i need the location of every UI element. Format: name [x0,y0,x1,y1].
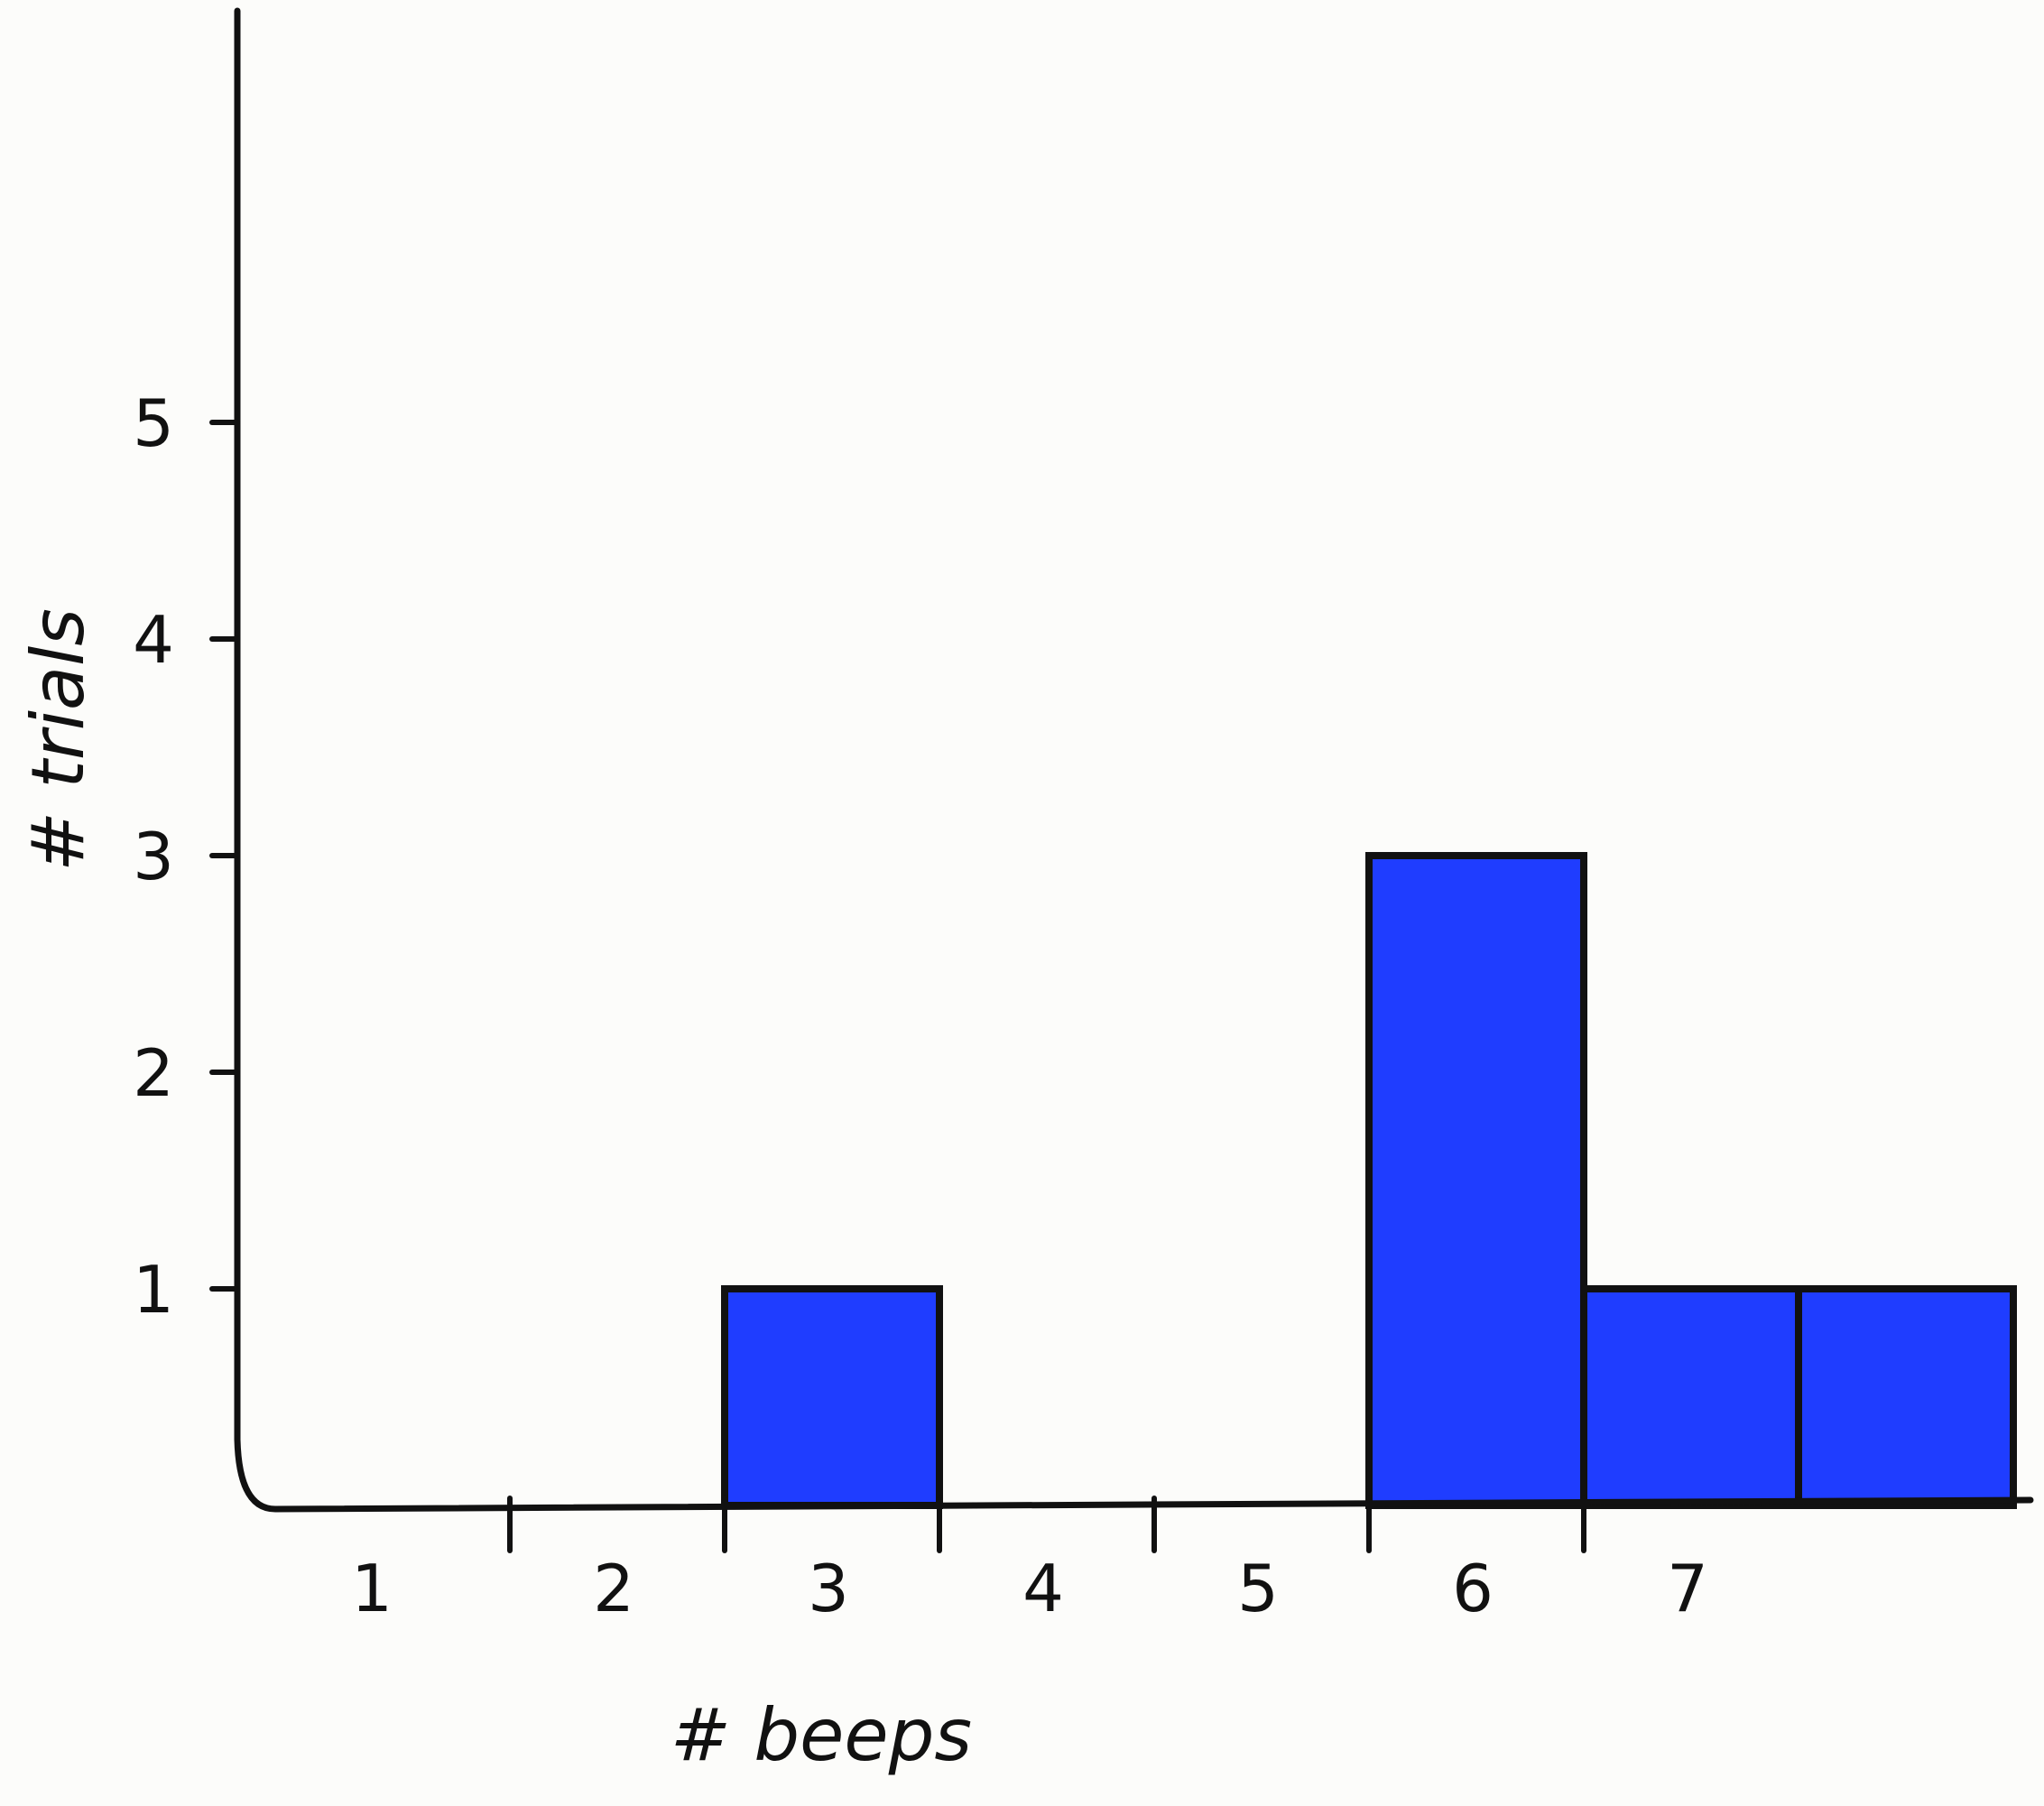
x-tick-label-6: 6 [1452,1551,1494,1626]
x-tick-label-2: 2 [593,1551,634,1626]
x-tick-label-1: 1 [351,1551,393,1626]
axes [234,7,2034,1513]
bar-6 [1580,1285,1802,1509]
x-tick-label-7: 7 [1667,1551,1708,1626]
y-axis-label: # trials [16,608,100,872]
bar-2 [721,1285,943,1509]
x-tick-label-4: 4 [1022,1551,1064,1626]
x-tick-label-3: 3 [808,1551,849,1626]
y-tick-label-4: 4 [133,602,174,678]
y-tick-label-1: 1 [133,1252,174,1328]
x-axis-label: # beeps [671,1693,972,1777]
y-tick-label-5: 5 [133,385,174,461]
y-tick-label-3: 3 [133,819,174,894]
bars-group [721,852,2017,1509]
bar-7 [1795,1285,2017,1509]
bar-5 [1365,852,1587,1509]
x-tick-label-5: 5 [1237,1551,1279,1626]
y-axis-ticks: 1 2 3 4 5 [133,385,240,1328]
y-tick-label-2: 2 [133,1035,174,1111]
x-axis-ticks: 1 2 3 4 5 6 7 [351,1496,1708,1626]
